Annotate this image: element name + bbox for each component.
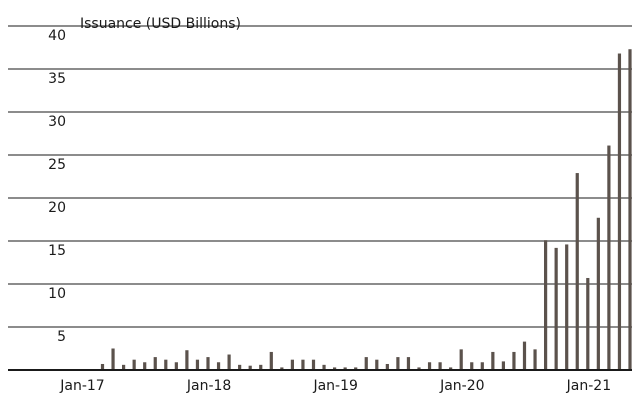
bar-Sep-20 (565, 244, 569, 370)
bar-May-19 (396, 357, 400, 370)
bar-Mar-19 (375, 359, 379, 370)
bar-Dec-17 (216, 362, 221, 370)
bar-Mar-20 (501, 361, 505, 370)
bar-Feb-18 (238, 364, 242, 370)
bar-Aug-17 (174, 362, 178, 370)
bar-Jul-19 (417, 367, 421, 370)
bar-Nov-20 (586, 277, 590, 370)
bar-Dec-19 (470, 362, 474, 370)
y-tick-label-20: 20 (48, 200, 66, 216)
bar-Jun-19 (406, 357, 411, 370)
gridlines (8, 25, 632, 328)
bar-Jun-20 (533, 349, 537, 370)
bar-Feb-19 (364, 357, 368, 370)
y-tick-label-40: 40 (48, 28, 66, 44)
bar-Oct-19 (449, 367, 453, 370)
x-tick-label-Jan-21: Jan-21 (566, 378, 611, 394)
bar-Jul-20 (544, 240, 548, 370)
y-tick-label-10: 10 (48, 286, 66, 302)
bar-Jun-17 (153, 357, 157, 370)
bar-Nov-17 (206, 357, 210, 370)
x-tick-label-Jan-17: Jan-17 (59, 378, 104, 394)
chart-title: Issuance (USD Billions) (80, 16, 241, 32)
bar-Sep-19 (438, 362, 442, 370)
bar-Dec-20 (596, 217, 600, 370)
y-tick-label-25: 25 (48, 157, 66, 173)
bar-Aug-18 (301, 359, 305, 370)
y-tick-label-5: 5 (57, 329, 66, 345)
bar-Jan-18 (227, 354, 231, 370)
y-tick-label-35: 35 (48, 71, 66, 87)
bar-Sep-17 (185, 350, 189, 370)
bar-Feb-20 (491, 351, 495, 370)
bar-Oct-17 (195, 359, 200, 370)
bar-Feb-21 (617, 53, 622, 371)
axes: 5 10 15 20 25 30 35 40 Jan-17 Jan-18 Jan-19 Jan-20 J… (8, 28, 632, 394)
y-tick-label-30: 30 (48, 114, 66, 130)
bar-Aug-20 (554, 247, 558, 370)
bar-Apr-19 (385, 363, 389, 370)
x-tick-label-Jan-18: Jan-18 (186, 378, 231, 394)
bar-Apr-20 (512, 351, 516, 370)
bar-May-17 (143, 362, 147, 370)
bar-Jul-17 (164, 359, 168, 370)
bar-Jan-21 (607, 145, 611, 370)
bars (100, 49, 632, 371)
x-tick-label-Jan-20: Jan-20 (439, 378, 484, 394)
bar-Mar-17 (122, 364, 126, 370)
bar-Jan-20 (480, 362, 484, 370)
bar-Oct-18 (322, 364, 326, 370)
bar-May-18 (269, 351, 273, 370)
bar-Jan-19 (354, 367, 358, 370)
x-tick-label-Jan-19: Jan-19 (312, 378, 357, 394)
bar-Nov-19 (459, 349, 463, 370)
bar-Apr-17 (132, 359, 136, 370)
bar-Nov-18 (333, 367, 337, 370)
bar-Aug-19 (427, 362, 432, 370)
bar-May-20 (522, 341, 527, 370)
bar-Mar-18 (248, 365, 252, 370)
y-tick-label-15: 15 (48, 243, 66, 259)
bar-Mar-21 (628, 49, 632, 370)
bar-Jun-18 (280, 367, 284, 370)
bar-Feb-17 (111, 348, 115, 370)
bar-Sep-18 (311, 359, 316, 370)
bar-Jul-18 (290, 359, 294, 370)
bar-Oct-20 (575, 173, 579, 370)
bar-Dec-18 (343, 367, 347, 370)
bar-Apr-18 (259, 364, 263, 370)
bar-Jan-17 (100, 363, 105, 370)
